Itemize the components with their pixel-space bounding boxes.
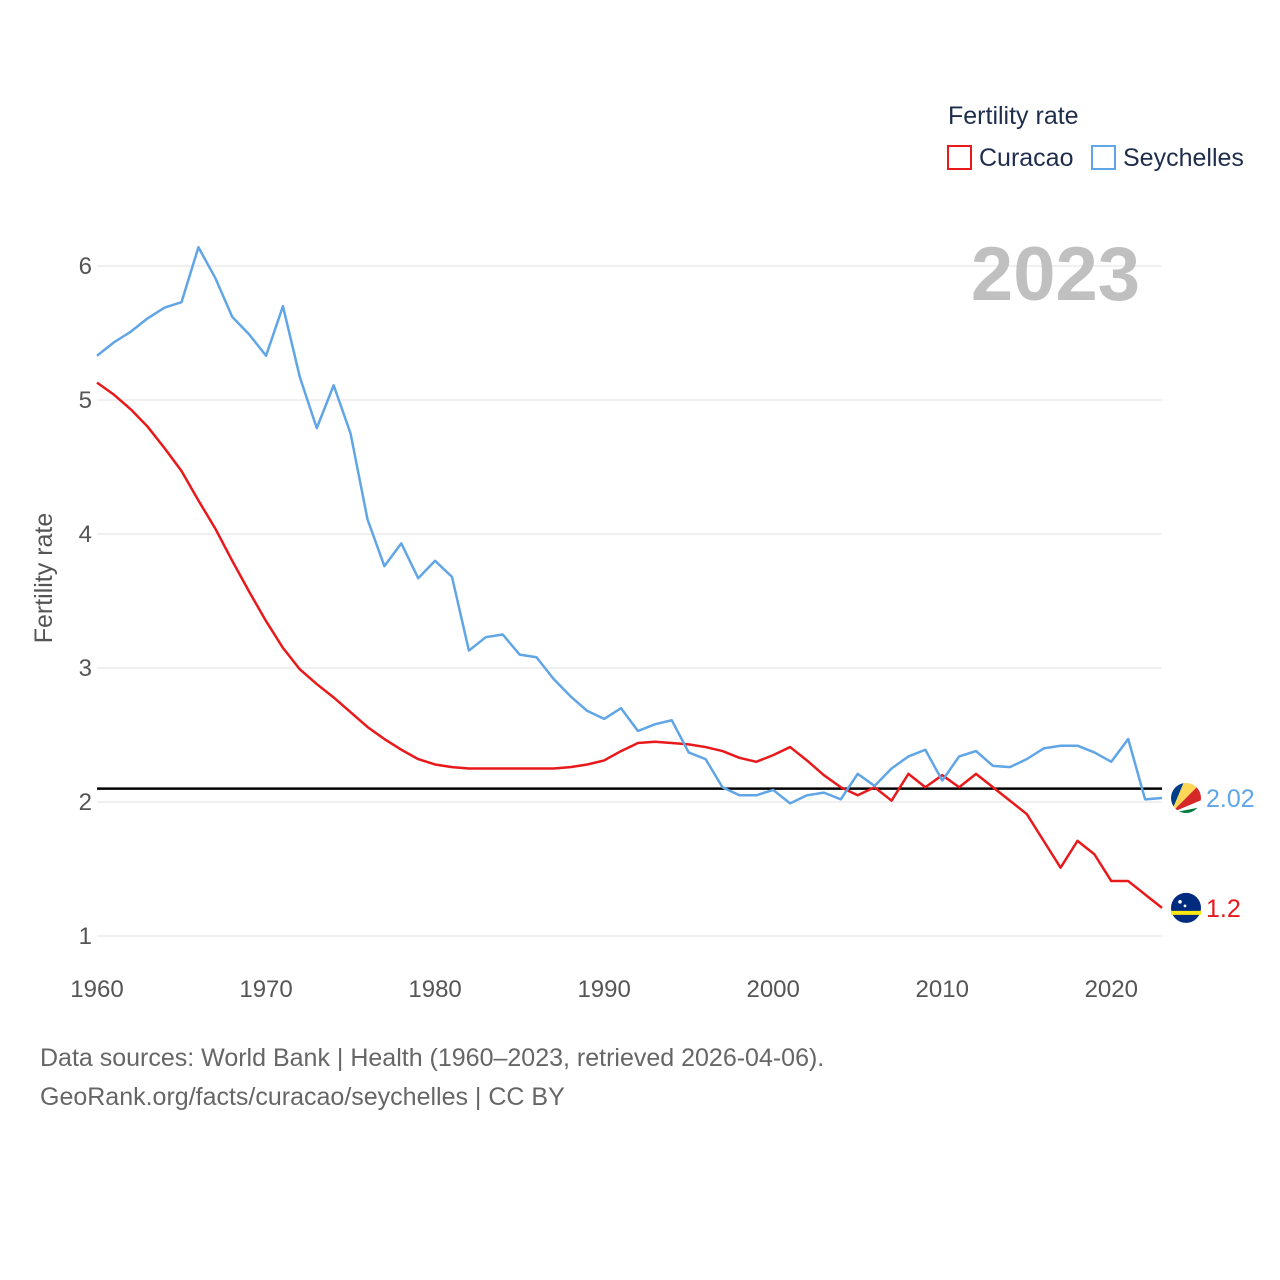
y-tick-label-6: 6 bbox=[79, 253, 92, 280]
seychelles-flag-ray-3 bbox=[1171, 799, 1201, 813]
x-tick-label-2020: 2020 bbox=[1085, 976, 1138, 1003]
footer-source-link[interactable]: GeoRank.org/facts/curacao/seychelles | C… bbox=[40, 1083, 565, 1111]
x-tick-label-1980: 1980 bbox=[408, 976, 461, 1003]
grid-lines bbox=[97, 265, 1162, 937]
x-tick-label-1970: 1970 bbox=[239, 976, 292, 1003]
y-tick-label-2: 2 bbox=[79, 789, 92, 816]
end-value-label-curacao: 1.2 bbox=[1206, 895, 1241, 923]
series-lines bbox=[96, 245, 1163, 909]
legend-swatch-curacao bbox=[947, 145, 972, 170]
curacao-flag-star-small bbox=[1183, 904, 1187, 908]
seychelles-flag-ray-2 bbox=[1171, 782, 1201, 813]
legend-label-seychelles: Seychelles bbox=[1123, 144, 1244, 172]
y-axis-ticks: 1 2 3 4 5 6 bbox=[79, 253, 92, 950]
curacao-flag-star bbox=[1178, 900, 1182, 904]
seychelles-flag-ray-4 bbox=[1171, 806, 1201, 813]
x-tick-label-1990: 1990 bbox=[577, 976, 630, 1003]
footer-data-sources: Data sources: World Bank | Health (1960–… bbox=[40, 1044, 825, 1072]
legend: Fertility rate Curacao Seychelles bbox=[947, 102, 1244, 172]
year-label: 2023 bbox=[971, 232, 1140, 317]
y-tick-label-3: 3 bbox=[79, 655, 92, 682]
legend-label-curacao: Curacao bbox=[979, 144, 1074, 172]
x-tick-label-1960: 1960 bbox=[70, 976, 123, 1003]
legend-swatch-seychelles bbox=[1091, 145, 1116, 170]
legend-item-seychelles[interactable]: Seychelles bbox=[1091, 144, 1244, 172]
seychelles-flag-icon bbox=[1171, 782, 1201, 813]
legend-title: Fertility rate bbox=[948, 102, 1079, 130]
curacao-flag-icon bbox=[1171, 892, 1201, 923]
series-end-markers: 1.2 2.02 bbox=[1171, 782, 1255, 923]
y-axis-label: Fertility rate bbox=[30, 513, 58, 644]
x-tick-label-2010: 2010 bbox=[916, 976, 969, 1003]
x-axis-ticks: 1960 1970 1980 1990 2000 2010 2020 bbox=[70, 976, 1138, 1003]
y-tick-label-1: 1 bbox=[79, 923, 92, 950]
curacao-flag-stripe bbox=[1171, 910, 1201, 915]
seychelles-flag-rays bbox=[1171, 782, 1201, 813]
series-line-seychelles bbox=[96, 245, 1163, 805]
y-tick-label-5: 5 bbox=[79, 387, 92, 414]
y-tick-label-4: 4 bbox=[79, 521, 92, 548]
series-line-curacao bbox=[96, 381, 1163, 909]
x-tick-label-2000: 2000 bbox=[746, 976, 799, 1003]
legend-item-curacao[interactable]: Curacao bbox=[947, 144, 1074, 172]
end-value-label-seychelles: 2.02 bbox=[1206, 785, 1255, 813]
curacao-flag-disc bbox=[1171, 892, 1201, 923]
